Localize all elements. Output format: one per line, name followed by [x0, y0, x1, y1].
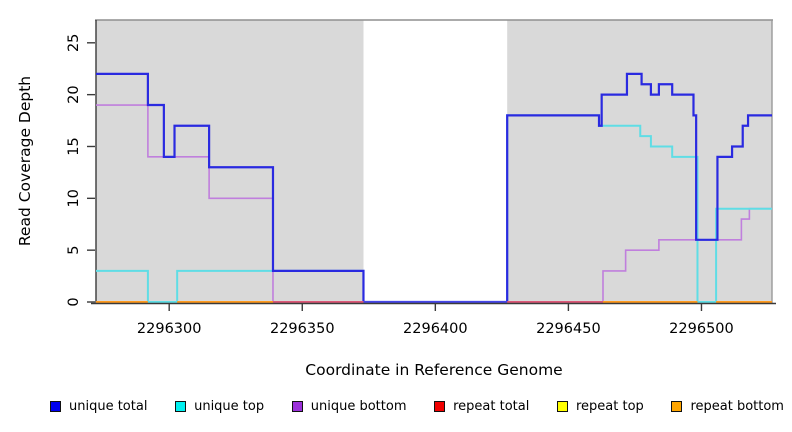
- x-tick-label-2296300: 2296300: [137, 321, 202, 337]
- legend-label-unique-top: unique top: [194, 399, 265, 414]
- y-tick-label-20: 20: [66, 85, 82, 103]
- series-lines: [96, 72, 772, 304]
- plot-frame: [95, 19, 773, 304]
- series-line-unique-bottom: [96, 104, 772, 303]
- legend-swatch-unique-total: [50, 401, 61, 412]
- chart: 2296300 2296350 2296400 2296450 2296500 0 5 10 1…: [16, 19, 776, 379]
- x-tick-label-2296400: 2296400: [403, 321, 468, 337]
- y-tick-label-5: 5: [66, 246, 82, 255]
- y-axis-title: Read Coverage Depth: [16, 76, 34, 246]
- legend-swatch-repeat-total: [434, 401, 446, 412]
- x-tick-label-2296450: 2296450: [536, 321, 601, 337]
- legend-item-unique-bottom: unique bottom: [291, 399, 407, 414]
- shaded-regions: [96, 20, 772, 303]
- series-line-unique-total: [96, 72, 772, 304]
- legend-item-unique-top: unique top: [175, 399, 264, 414]
- legend-swatch-repeat-bottom: [671, 401, 683, 412]
- legend-item-unique-total: unique total: [50, 399, 147, 414]
- legend-label-repeat-bottom: repeat bottom: [690, 399, 784, 414]
- legend-label-unique-bottom: unique bottom: [310, 399, 407, 414]
- y-tick-label-15: 15: [66, 137, 82, 155]
- legend-label-repeat-top: repeat top: [576, 399, 644, 414]
- y-tick-label-25: 25: [66, 34, 82, 52]
- y-tick-label-0: 0: [66, 297, 82, 306]
- x-tick-label-2296350: 2296350: [270, 321, 335, 337]
- legend-item-repeat-top: repeat top: [557, 399, 644, 414]
- legend-swatch-unique-top: [175, 401, 187, 412]
- legend-label-repeat-total: repeat total: [453, 399, 530, 414]
- legend-item-repeat-total: repeat total: [434, 399, 529, 414]
- legend-label-unique-total: unique total: [69, 399, 148, 414]
- y-tick-label-10: 10: [66, 189, 82, 207]
- legend: unique total unique top unique bottom repea…: [50, 399, 784, 414]
- x-tick-label-2296500: 2296500: [669, 321, 734, 337]
- legend-swatch-unique-bottom: [291, 401, 303, 412]
- series-line-unique-top: [96, 114, 772, 303]
- shaded-region-1: [507, 20, 772, 303]
- x-axis-title: Coordinate in Reference Genome: [305, 361, 562, 379]
- shaded-region-0: [96, 20, 364, 303]
- legend-swatch-repeat-top: [557, 401, 568, 412]
- legend-item-repeat-bottom: repeat bottom: [671, 399, 784, 414]
- axes: 2296300 2296350 2296400 2296450 2296500 0 5 10 1…: [66, 34, 776, 337]
